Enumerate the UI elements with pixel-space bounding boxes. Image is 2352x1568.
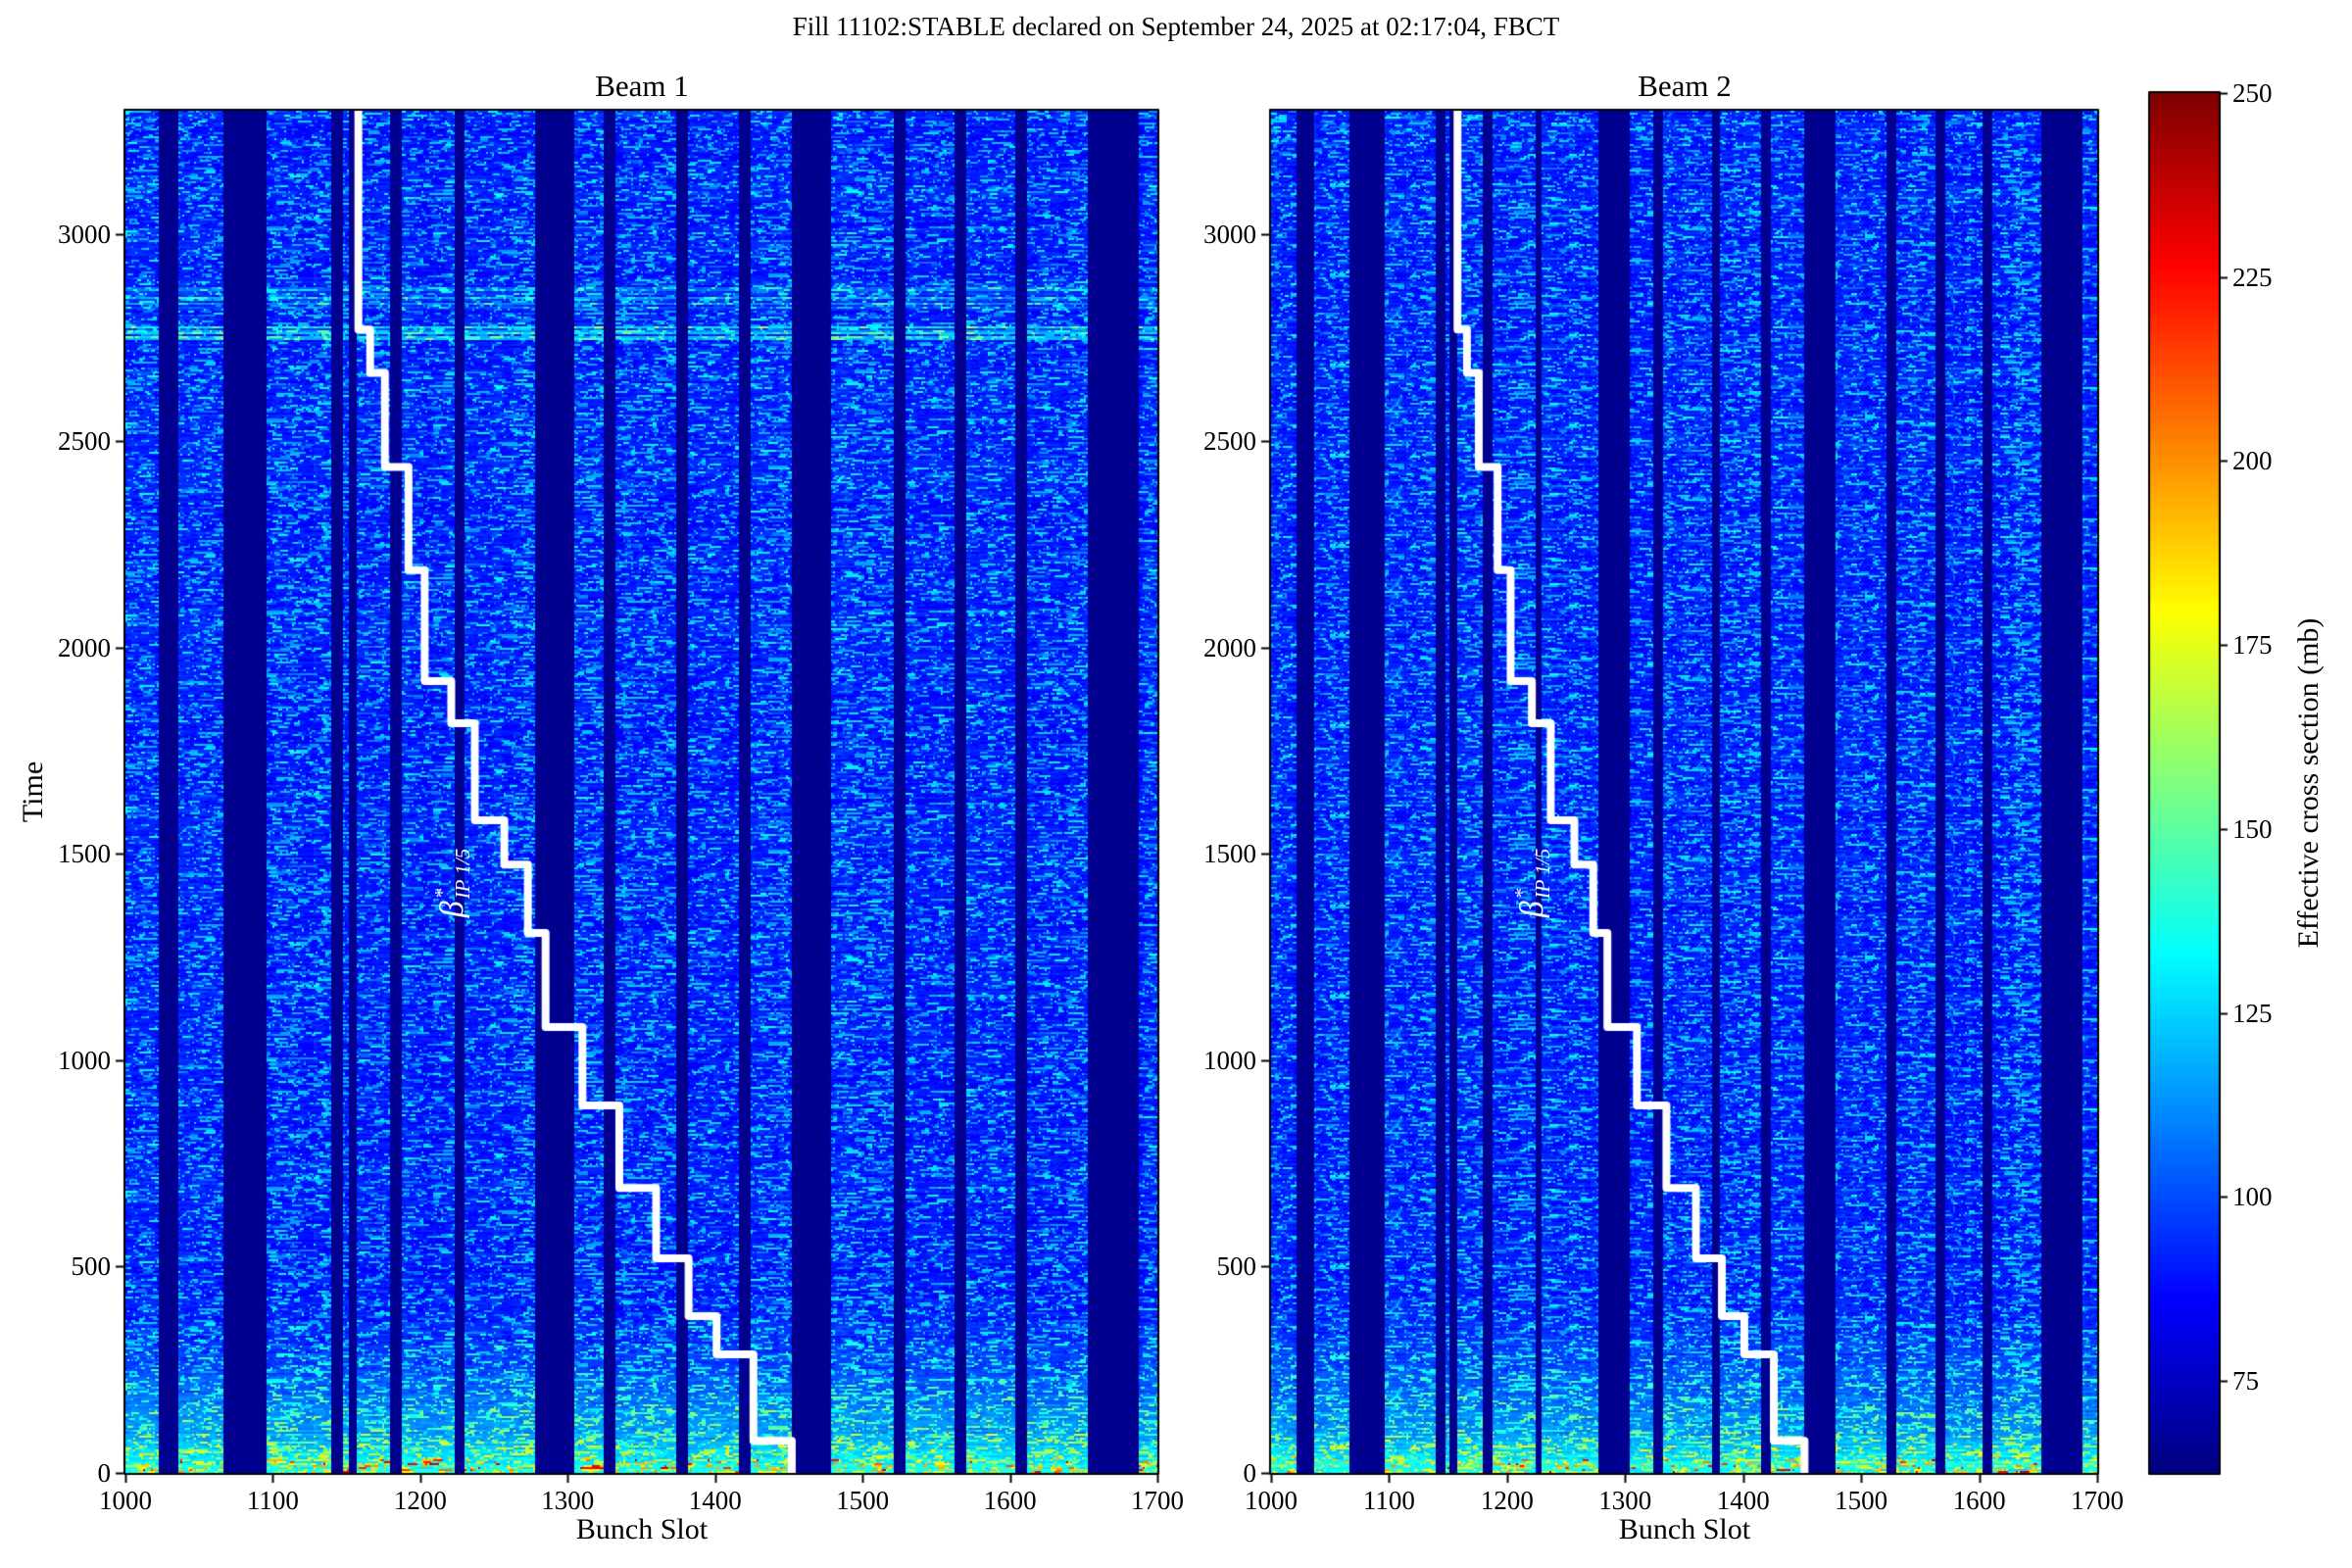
beta-star-label-beam1: β * IP 1/5 [429, 848, 474, 917]
colorbar-tick-label: 200 [2232, 446, 2273, 476]
x-tick-label: 1200 [1480, 1486, 1534, 1515]
x-tick-label: 1200 [393, 1486, 447, 1515]
x-tick-label: 1500 [836, 1486, 890, 1515]
y-tick-label: 1000 [58, 1045, 111, 1075]
y-tick-label: 500 [71, 1251, 112, 1282]
x-tick-label: 1700 [2071, 1486, 2124, 1515]
beam1-title: Beam 1 [595, 69, 689, 103]
y-tick-label: 2000 [58, 632, 111, 662]
y-tick-label: 3000 [58, 220, 111, 250]
y-tick-label: 2500 [1203, 425, 1256, 456]
beta-symbol: β [433, 900, 470, 917]
y-tick-label: 3000 [1203, 220, 1256, 250]
colorbar-tick-label: 225 [2232, 262, 2273, 292]
colorbar-tick-label: 250 [2232, 78, 2273, 108]
beta-superscript: * [429, 888, 454, 899]
x-tick-label: 1300 [1598, 1486, 1652, 1515]
beta-subscript: IP 1/5 [450, 848, 474, 899]
x-tick-label: 1400 [1716, 1486, 1770, 1515]
x-tick-label: 1600 [1952, 1486, 2006, 1515]
beam2-title: Beam 2 [1638, 69, 1732, 103]
y-tick-label: 0 [1243, 1458, 1257, 1488]
figure-title: Fill 11102:STABLE declared on September … [792, 12, 1560, 41]
y-tick-label: 2500 [58, 425, 111, 456]
beta-star-label-beam2: β * IP 1/5 [1510, 848, 1555, 917]
y-tick-label: 2000 [1203, 632, 1256, 662]
y-tick-label: 1000 [1203, 1045, 1256, 1075]
beta-scripts: * IP 1/5 [1510, 848, 1555, 899]
beam1-x-axis-label: Bunch Slot [575, 1513, 709, 1545]
x-tick-label: 1700 [1131, 1486, 1184, 1515]
colorbar-tick-label: 150 [2232, 813, 2273, 844]
colorbar-tick-label: 125 [2232, 998, 2273, 1028]
x-tick-label: 1100 [246, 1486, 299, 1515]
colorbar-tick-label: 100 [2232, 1182, 2273, 1212]
beta-symbol: β [1514, 900, 1551, 917]
y-axis-label: Time [17, 760, 49, 823]
colorbar-tick-label: 75 [2232, 1366, 2259, 1396]
beta-subscript: IP 1/5 [1531, 848, 1555, 899]
x-tick-label: 1000 [1245, 1486, 1298, 1515]
x-tick-label: 1100 [1362, 1486, 1415, 1515]
y-tick-label: 1500 [58, 839, 111, 869]
x-tick-label: 1600 [983, 1486, 1037, 1515]
colorbar-label: Effective cross section (mb) [2292, 617, 2325, 949]
x-tick-label: 1000 [99, 1486, 152, 1515]
x-tick-label: 1500 [1835, 1486, 1888, 1515]
y-tick-label: 1500 [1203, 839, 1256, 869]
y-tick-label: 500 [1216, 1251, 1257, 1282]
y-tick-label: 0 [97, 1458, 112, 1488]
x-tick-label: 1300 [541, 1486, 595, 1515]
beam2-x-axis-label: Bunch Slot [1618, 1513, 1751, 1545]
beta-scripts: * IP 1/5 [429, 848, 474, 899]
colorbar-tick-label: 175 [2232, 630, 2273, 661]
x-tick-label: 1400 [688, 1486, 742, 1515]
